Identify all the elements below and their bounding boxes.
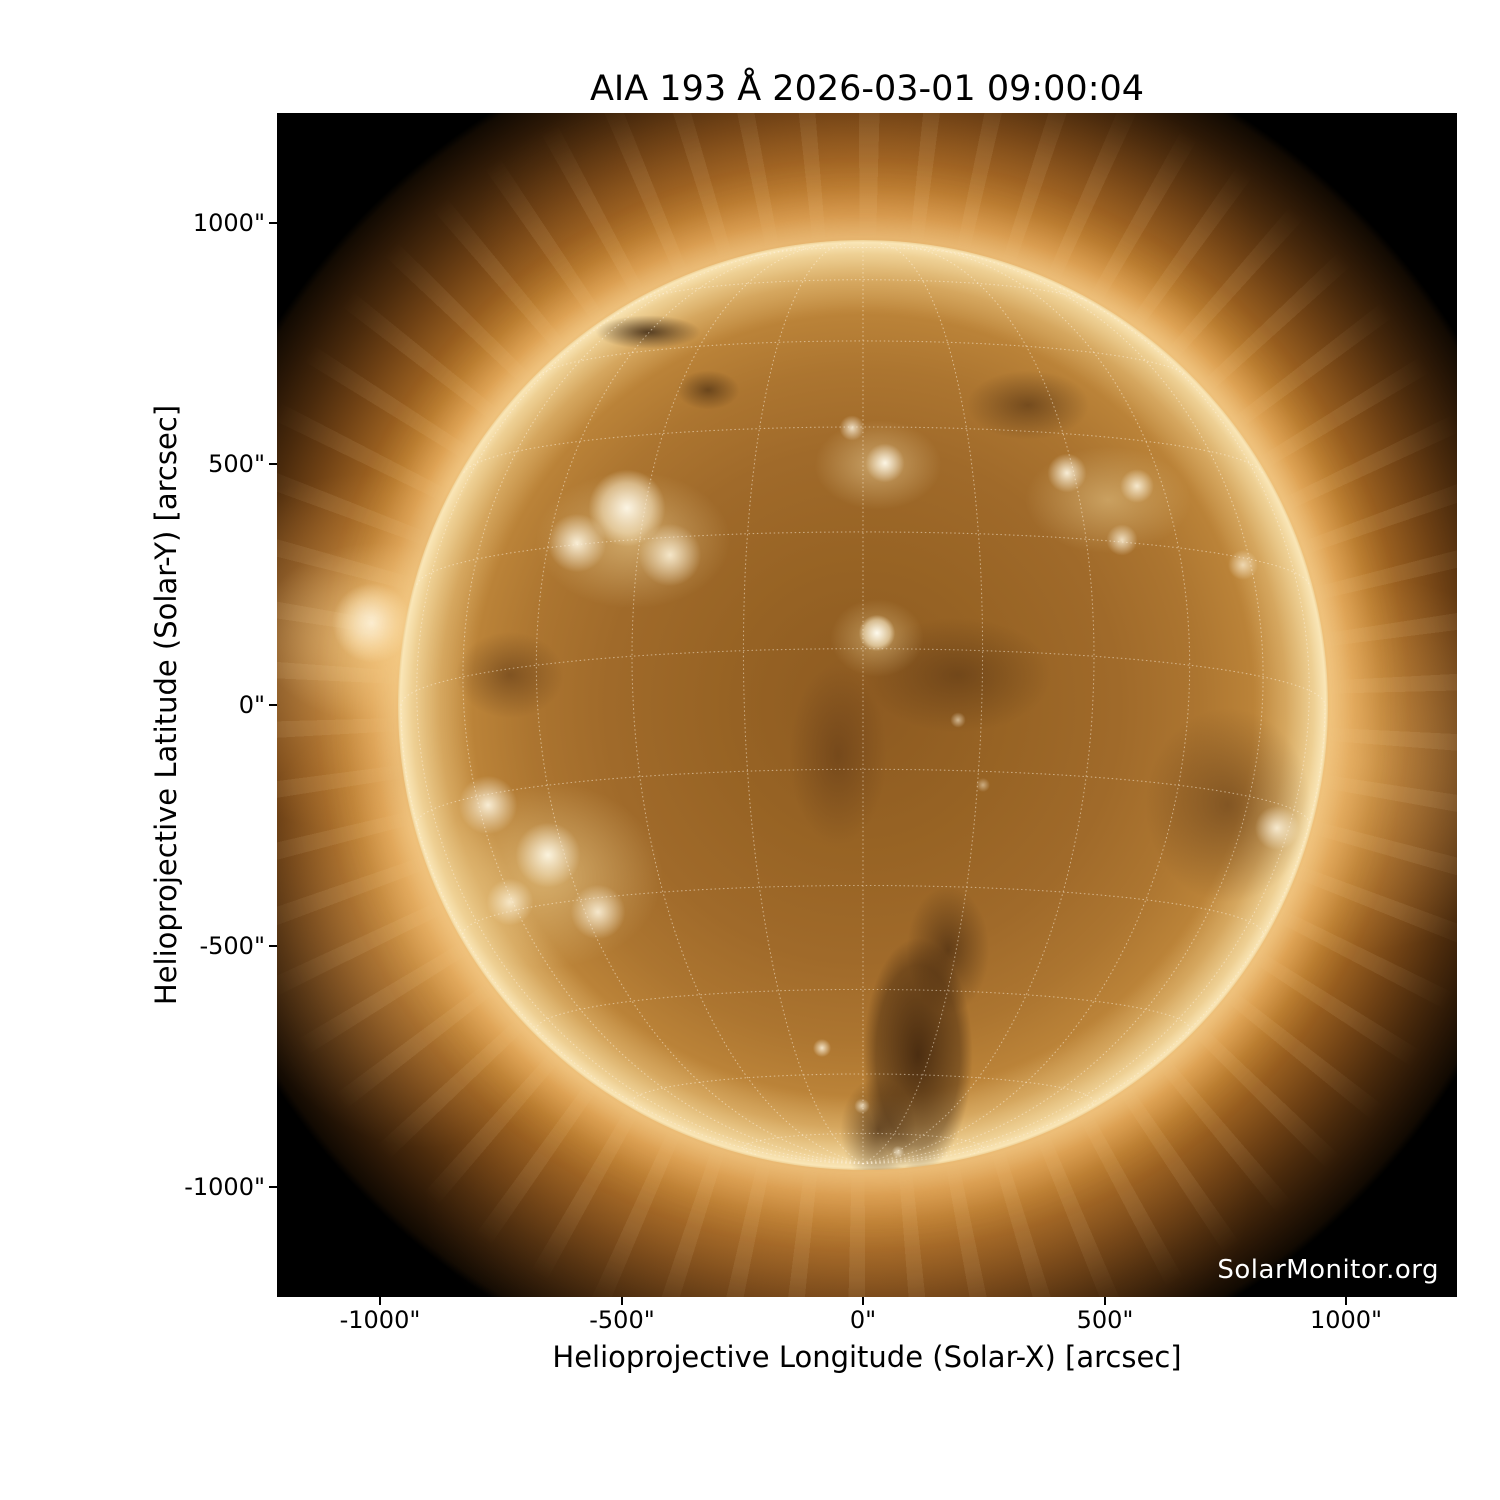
- y-tick: [269, 704, 277, 706]
- y-tick: [269, 463, 277, 465]
- x-tick-label: 1000": [1309, 1306, 1383, 1334]
- x-tick: [1345, 1297, 1347, 1305]
- x-tick: [379, 1297, 381, 1305]
- watermark: SolarMonitor.org: [1217, 1255, 1439, 1285]
- y-tick-label: 0": [238, 691, 265, 719]
- y-tick-label: -500": [199, 932, 265, 960]
- y-tick: [269, 1186, 277, 1188]
- x-tick: [862, 1297, 864, 1305]
- x-tick-label: -500": [589, 1306, 655, 1334]
- x-tick-label: 500": [1076, 1306, 1134, 1334]
- plot-area: SolarMonitor.org: [277, 113, 1457, 1297]
- x-axis-label: Helioprojective Longitude (Solar-X) [arc…: [552, 1340, 1182, 1374]
- x-tick-label: -1000": [339, 1306, 421, 1334]
- y-tick: [269, 945, 277, 947]
- y-tick: [269, 222, 277, 224]
- x-tick: [621, 1297, 623, 1305]
- y-tick-label: -1000": [184, 1173, 265, 1201]
- x-tick: [1104, 1297, 1106, 1305]
- y-tick-label: 500": [208, 450, 265, 478]
- y-tick-label: 1000": [192, 209, 265, 237]
- chart-title: AIA 193 Å 2026-03-01 09:00:04: [589, 69, 1145, 109]
- x-tick-label: 0": [849, 1306, 877, 1334]
- heliographic-grid: [400, 242, 1326, 1165]
